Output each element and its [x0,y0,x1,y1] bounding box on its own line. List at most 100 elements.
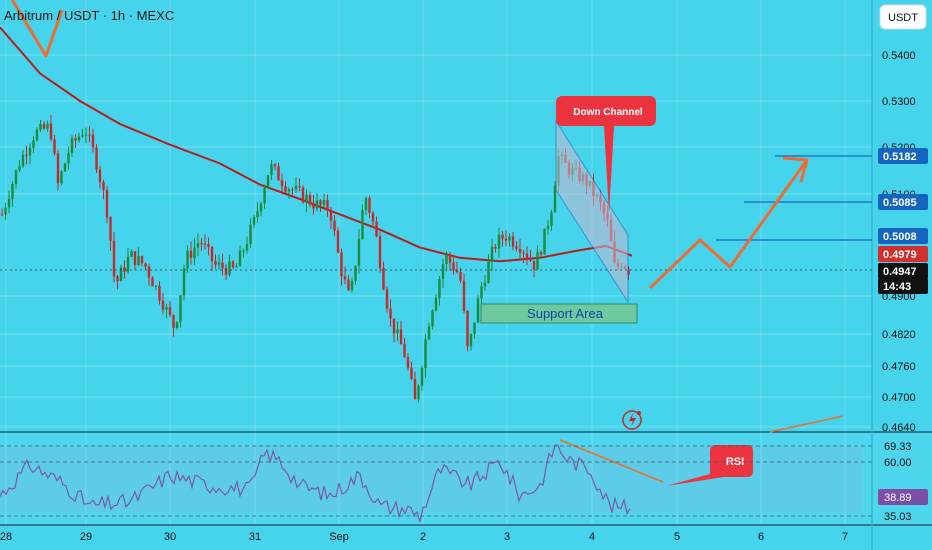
candle-body [217,262,221,265]
candle-body [466,311,469,347]
candle-body [431,310,434,327]
time-tick-label: 30 [164,531,176,543]
candle-body [277,166,280,181]
candle-body [147,266,151,278]
candle-body [144,263,147,267]
time-axis: 28 29 30 31 Sep 2 3 4 5 6 7 [0,531,848,543]
candle-body [242,250,245,252]
candle-body [224,268,228,276]
candle-body [165,307,168,310]
candle-body [403,344,406,358]
candle-body [305,194,308,203]
flash-icon[interactable] [622,410,642,430]
candle-body [98,169,102,183]
svg-text:38.89: 38.89 [884,492,912,504]
candle-body [63,163,67,172]
candle-body [543,228,546,255]
candle-body [133,251,137,265]
candle-body [333,220,336,231]
candle-body [518,248,522,253]
candle-body [322,200,326,205]
candle-body [35,129,39,141]
candle-body [445,254,448,264]
candle-body [175,321,179,328]
candle-body [350,280,354,291]
candle-body [336,230,340,253]
candle-body [256,211,259,217]
svg-text:0.4979: 0.4979 [883,249,917,261]
grid [0,0,872,525]
candle-body [448,254,452,263]
candle-body [249,224,252,244]
candle-body [382,267,385,290]
down-channel-label: Down Channel [573,107,643,118]
candle-body [553,185,557,213]
candle-body [0,214,4,216]
candle-body [536,252,539,270]
rsi-line [0,444,631,523]
candle-body [210,246,214,262]
candle-body [455,270,459,273]
moving-average [0,26,633,263]
candle-body [326,200,329,211]
candle-body [189,250,193,258]
down-channel-callout [556,96,656,214]
candle-body [81,135,84,137]
rsi-tick-label: 69.33 [884,441,912,453]
candle-body [60,171,63,184]
price-panel [0,0,932,432]
candle-body [263,188,266,204]
candle-body [532,260,536,270]
candle-body [550,212,553,226]
candle-body [473,322,476,334]
candle-body [487,261,490,283]
time-tick-label: 29 [80,531,92,543]
candle-body [389,308,392,319]
candle-body [140,255,144,264]
price-tag: 0.5008 [878,228,928,244]
candle-body [417,385,420,400]
svg-text:0.5008: 0.5008 [883,231,917,243]
candle-body [235,266,238,268]
svg-text:14:43: 14:43 [883,281,911,293]
candle-body [508,236,511,241]
candle-body [504,238,508,241]
candle-body [452,262,455,271]
time-tick-label: 28 [0,531,12,543]
candle-body [186,250,189,269]
candle-body [161,300,165,310]
candle-body [105,189,109,218]
candle-body [501,234,504,239]
candle-body [123,267,126,272]
candle-body [424,339,427,369]
candle-body [252,216,256,225]
price-tags: 0.5182 0.5085 0.5008 0.4979 0.4947 14:43 [878,148,928,294]
candle-body [84,134,88,136]
currency-button[interactable]: USDT [879,4,927,30]
ma-line [0,26,633,263]
candle-body [483,282,487,287]
candle-body [91,134,95,148]
candle-body [319,200,322,205]
candle-body [270,164,273,176]
candle-body [273,164,277,167]
time-tick-label: 7 [842,531,848,543]
price-tick-label: 0.5400 [882,50,916,62]
candle-body [182,268,186,296]
candle-body [343,276,347,280]
candle-body [137,255,140,265]
rsi-current-tag: 38.89 [878,489,928,505]
candle-body [340,252,343,277]
candle-body [396,329,399,334]
candle-body [371,212,375,222]
candle-body [368,198,371,213]
candle-body [347,279,350,291]
price-tag: 0.4947 [878,263,928,279]
candle-body [32,140,35,148]
candle-body [357,239,361,266]
candle-body [193,247,196,258]
candle-body [497,234,501,249]
candle-body [4,207,7,215]
price-tick-label: 0.5300 [882,96,916,108]
